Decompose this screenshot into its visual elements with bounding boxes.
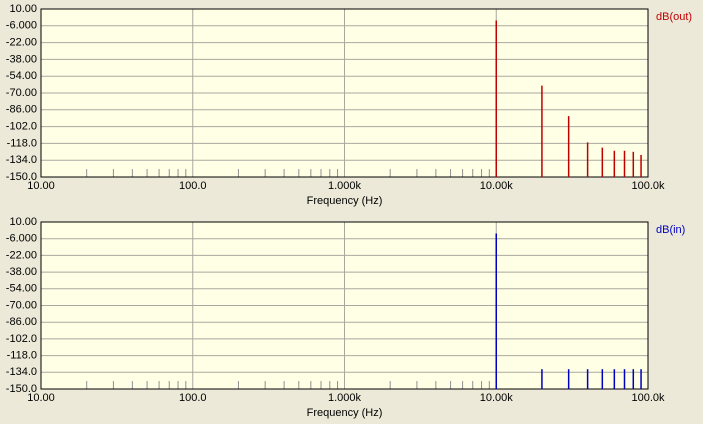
y-tick-label: -70.00	[6, 87, 37, 99]
x-axis-label: Frequency (Hz)	[307, 195, 383, 207]
y-tick-label: -6.000	[6, 233, 37, 245]
y-tick-label: -54.00	[6, 70, 37, 82]
y-tick-label: -70.00	[6, 299, 37, 311]
plot-border	[40, 221, 649, 390]
x-tick-label: 1.000k	[328, 392, 362, 404]
y-tick-label: 10.00	[9, 3, 37, 15]
y-tick-label: -38.00	[6, 53, 37, 65]
x-tick-label: 10.00	[27, 180, 55, 192]
x-axis-label: Frequency (Hz)	[307, 407, 383, 419]
x-tick-label: 100.0	[179, 180, 207, 192]
x-tick-label: 100.0	[179, 392, 207, 404]
x-tick-label: 1.000k	[328, 180, 362, 192]
y-tick-label: -6.000	[6, 20, 37, 32]
x-tick-label: 100.0k	[631, 392, 665, 404]
x-tick-label: 100.0k	[631, 180, 665, 192]
y-tick-label: -134.0	[6, 366, 37, 378]
y-tick-label: -118.0	[7, 137, 37, 149]
plot-border	[40, 8, 649, 178]
legend-label: dB(out)	[656, 11, 692, 23]
y-tick-label: -150.0	[6, 383, 37, 395]
y-tick-label: -22.00	[6, 37, 37, 49]
y-tick-label: -86.00	[6, 104, 37, 116]
y-tick-label: -102.0	[6, 121, 37, 133]
y-tick-label: -150.0	[6, 171, 37, 183]
y-tick-label: -102.0	[6, 333, 37, 345]
y-tick-label: -54.00	[6, 283, 37, 295]
y-tick-label: -22.00	[6, 249, 37, 261]
y-tick-label: -86.00	[6, 316, 37, 328]
x-tick-label: 10.00k	[480, 392, 514, 404]
x-tick-label: 10.00k	[480, 180, 514, 192]
x-tick-label: 10.00	[27, 392, 55, 404]
y-tick-label: -38.00	[6, 266, 37, 278]
y-tick-label: -134.0	[6, 154, 37, 166]
y-tick-label: -118.0	[7, 350, 37, 362]
y-tick-label: 10.00	[9, 216, 37, 228]
legend-label: dB(in)	[656, 224, 685, 236]
